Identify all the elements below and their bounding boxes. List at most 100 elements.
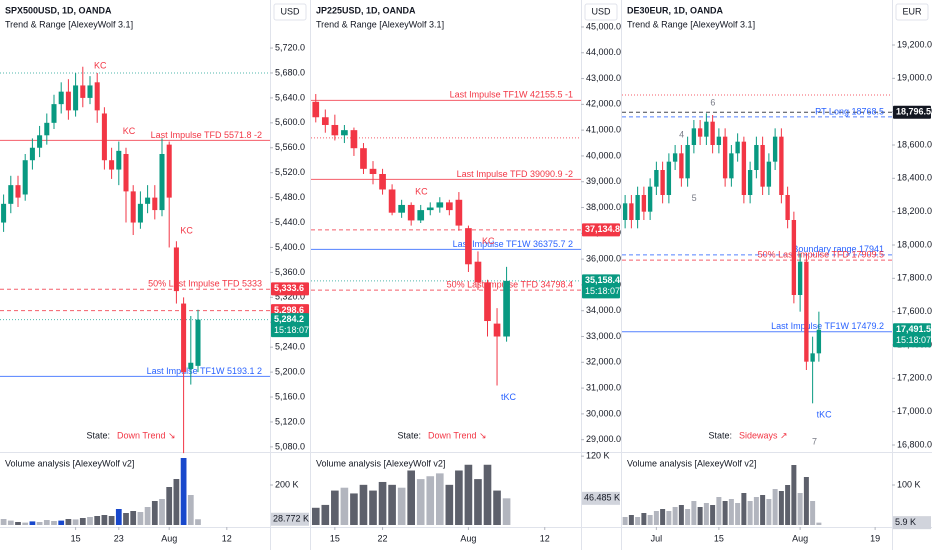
y-tick-label: 5,160.0	[275, 391, 305, 401]
y-tick-label: 43,000.0	[586, 73, 621, 83]
volume-bar	[474, 479, 482, 525]
chart-subtitle: Trend & Range [AlexeyWolf 3.1]	[316, 19, 444, 29]
x-tick-label: 15	[71, 533, 81, 543]
candle-body	[691, 128, 697, 145]
candle-body	[137, 203, 143, 223]
y-tick-label: 31,000.0	[586, 382, 621, 392]
volume-label-box	[582, 491, 620, 505]
candle-body	[754, 145, 759, 170]
volume-tick-label: 120 K	[586, 451, 610, 461]
currency: EUR	[902, 6, 922, 16]
candle-body	[710, 121, 715, 145]
y-tick-label: 5,640.0	[275, 92, 305, 102]
x-tick-label: 15	[330, 533, 340, 543]
marker-label: tKC	[817, 410, 833, 420]
y-tick-label: 16,800.0	[897, 439, 932, 449]
candle-body	[1, 203, 7, 223]
candle-body	[660, 170, 665, 195]
y-tick-label: 5,200.0	[275, 366, 305, 376]
candle-body	[65, 91, 71, 111]
candle-body	[331, 124, 339, 136]
volume-bar	[816, 522, 822, 525]
level-label: Last Impulse TF1W 42155.5 -1	[450, 90, 573, 100]
candle-body	[407, 204, 415, 221]
volume-bar	[72, 519, 79, 525]
price-label: 35,158.4	[585, 275, 620, 285]
y-tick-label: 40,000.0	[586, 150, 621, 160]
x-tick-label: 12	[222, 533, 232, 543]
candle-body	[8, 185, 14, 204]
candle-body	[493, 323, 501, 337]
y-tick-label: 33,000.0	[586, 331, 621, 341]
volume-bar	[321, 504, 330, 525]
marker-label: 4	[679, 129, 684, 139]
price-label-box	[893, 105, 931, 119]
candle-body	[159, 153, 165, 211]
level-label: Last Impulse TF1W 17479.2	[771, 321, 884, 331]
volume-label: 28.772 K	[273, 514, 309, 524]
volume-bar	[36, 522, 43, 525]
volume-tick-label: 200 K	[275, 479, 299, 489]
y-tick-label: 39,000.0	[586, 176, 621, 186]
volume-bar	[108, 516, 115, 525]
candle-body	[672, 153, 678, 162]
volume-bar	[691, 501, 697, 525]
y-tick-label: 5,680.0	[275, 67, 305, 77]
candle-body	[37, 135, 43, 148]
volume-bar	[647, 515, 653, 525]
marker-label: KC	[180, 226, 193, 236]
price-label: 5,333.6	[274, 283, 304, 293]
y-tick-label: 18,400.0	[897, 173, 932, 183]
candle-body	[772, 136, 778, 162]
volume-bar	[159, 499, 165, 525]
volume-bar	[180, 458, 187, 525]
volume-bar	[0, 519, 7, 525]
volume-label: 46.485 K	[584, 493, 620, 503]
volume-bar	[378, 481, 387, 525]
candle-body	[647, 186, 653, 212]
x-tick-label: 15	[714, 533, 724, 543]
y-tick-label: 5,120.0	[275, 416, 305, 426]
candle-body	[181, 303, 187, 373]
candle-body	[195, 319, 201, 366]
state-value: Sideways ↗	[739, 430, 788, 440]
y-tick-label: 38,000.0	[586, 202, 621, 212]
volume-bar	[766, 499, 772, 525]
candle-body	[388, 189, 396, 213]
volume-bar	[130, 511, 137, 525]
volume-bar	[678, 505, 684, 525]
y-tick-label: 19,000.0	[897, 73, 932, 83]
candle-body	[465, 228, 472, 265]
volume-bar	[426, 476, 435, 525]
volume-bar	[785, 485, 791, 525]
marker-label: KC	[482, 236, 495, 246]
candle-body	[697, 128, 703, 137]
candle-body	[503, 280, 510, 337]
volume-title: Volume analysis [AlexeyWolf v2]	[627, 458, 756, 468]
y-tick-label: 5,480.0	[275, 192, 305, 202]
volume-bar	[195, 519, 201, 525]
candle-body	[716, 136, 722, 145]
volume-title: Volume analysis [AlexeyWolf v2]	[5, 458, 134, 468]
chart-title: DE30EUR, 1D, OANDA	[627, 5, 724, 15]
candle-body	[779, 136, 784, 195]
y-tick-label: 18,000.0	[897, 239, 932, 249]
currency-box	[895, 3, 929, 21]
candle-body	[791, 220, 797, 295]
volume-bar	[791, 465, 797, 525]
level-label: 50% Last Impulse TFD 17909.5	[758, 249, 884, 259]
candle-body	[369, 168, 377, 174]
y-tick-label: 32,000.0	[586, 357, 621, 367]
y-tick-label: 34,000.0	[586, 305, 621, 315]
volume-bar	[760, 495, 766, 525]
volume-bar	[407, 470, 415, 525]
candle-body	[679, 153, 684, 179]
volume-bar	[173, 479, 180, 525]
marker-label: 5	[692, 193, 697, 203]
price-label: 5,298.6	[274, 305, 304, 315]
volume-bar	[741, 493, 747, 525]
candle-body	[87, 85, 93, 98]
candle-body	[44, 122, 50, 136]
volume-bar	[15, 522, 21, 525]
